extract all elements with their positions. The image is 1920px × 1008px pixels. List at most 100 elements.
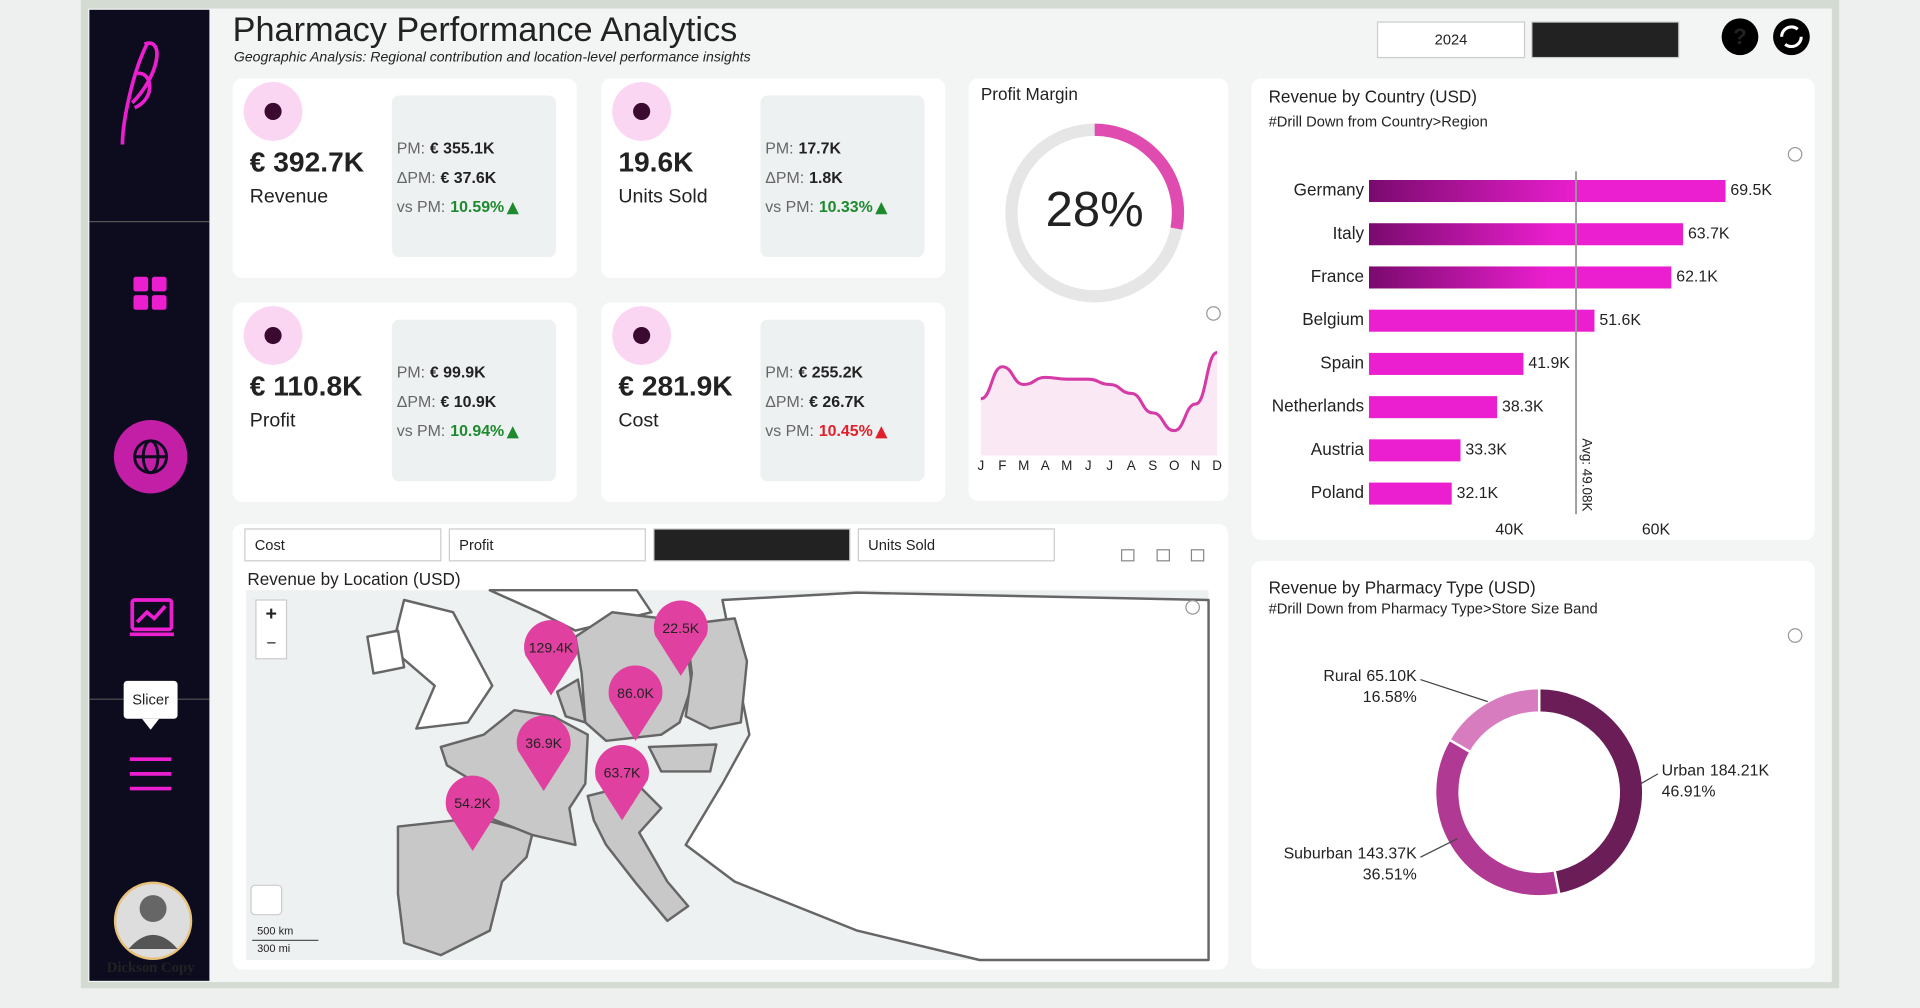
- kpi-line: vs PM: 10.33%: [765, 199, 872, 216]
- value-label: 38.3K: [1502, 398, 1544, 415]
- kpi-value: € 110.8K: [250, 371, 363, 402]
- zoom-control[interactable]: [255, 599, 288, 660]
- help-button[interactable]: [1721, 18, 1759, 56]
- year-button[interactable]: [1531, 21, 1680, 59]
- map-pin[interactable]: [653, 600, 708, 676]
- nav-trend[interactable]: [129, 598, 174, 637]
- donut-slice[interactable]: [1537, 686, 1645, 896]
- kpi-line-value: € 99.9K: [430, 365, 486, 382]
- kpi-line-value: 10.33%: [819, 199, 873, 216]
- user-name: Dickson Copy: [107, 960, 195, 976]
- category-label: Germany: [1294, 180, 1365, 200]
- nav-slicer[interactable]: [129, 757, 172, 791]
- slice-name: Rural: [1323, 668, 1361, 685]
- kpi-line-label: ΔPM:: [765, 394, 804, 411]
- donut-slice[interactable]: [1447, 686, 1541, 754]
- kpi-value: € 392.7K: [250, 147, 365, 178]
- nav-home[interactable]: [133, 276, 167, 310]
- kpi-line-label: vs PM:: [765, 199, 814, 216]
- bar[interactable]: [1368, 439, 1461, 462]
- bar[interactable]: [1368, 309, 1595, 332]
- help-icon: [1787, 146, 1803, 162]
- bar[interactable]: [1368, 223, 1684, 246]
- value-label: 32.1K: [1457, 485, 1499, 502]
- bar[interactable]: [1368, 482, 1452, 505]
- card-title: Profit Margin: [981, 84, 1078, 104]
- value-label: 41.9K: [1528, 355, 1570, 372]
- kpi-panel: [760, 95, 925, 258]
- kpi-line-value: € 26.7K: [809, 394, 865, 411]
- category-label: Netherlands: [1272, 396, 1364, 416]
- globe-icon: [133, 439, 169, 475]
- tooltip-tail: [142, 718, 160, 730]
- leader-line: [1420, 838, 1458, 858]
- kpi-label: Revenue: [250, 185, 328, 207]
- map-pin[interactable]: [595, 745, 649, 821]
- bar[interactable]: [1368, 352, 1524, 375]
- metric-label: Revenue: [664, 538, 723, 554]
- kpi-line: vs PM: 10.45%: [765, 423, 872, 440]
- scale-km: 500 km: [257, 926, 293, 938]
- metric-button[interactable]: [857, 528, 1055, 562]
- filter-icon[interactable]: [1121, 549, 1135, 562]
- zoom-in[interactable]: +: [266, 603, 277, 625]
- kpi-line: PM: € 255.2K: [765, 365, 863, 382]
- chart-title: Revenue by Country (USD): [1269, 86, 1477, 106]
- map-pin[interactable]: [516, 715, 571, 792]
- kpi-value: 19.6K: [618, 147, 694, 178]
- kpi-label: Cost: [618, 409, 659, 431]
- chart-subtitle: #Drill Down from Pharmacy Type>Store Siz…: [1269, 602, 1598, 618]
- help-icon: ?: [1733, 24, 1746, 49]
- kpi-line-value: € 355.1K: [430, 141, 495, 158]
- kpi-line-label: vs PM:: [397, 199, 446, 216]
- pin-label: 54.2K: [454, 795, 491, 811]
- kpi-line: vs PM: 10.94%: [397, 423, 504, 440]
- month-label: O: [1169, 458, 1179, 473]
- value-label: 69.5K: [1730, 182, 1772, 199]
- leader-line: [1420, 679, 1488, 703]
- metric-button[interactable]: [244, 528, 442, 562]
- kpi-label: Profit: [250, 409, 296, 431]
- help-icon: [1787, 628, 1803, 643]
- pin-label: 36.9K: [525, 735, 562, 751]
- kpi-icon: [633, 102, 651, 120]
- kpi-line-value: 1.8K: [809, 170, 843, 187]
- kpi-line: vs PM: 10.59%: [397, 199, 504, 216]
- leader-line: [1640, 773, 1659, 785]
- bar[interactable]: [1368, 396, 1498, 419]
- category-label: Belgium: [1302, 309, 1364, 329]
- kpi-label: Units Sold: [618, 185, 707, 207]
- bar[interactable]: [1368, 266, 1672, 289]
- slice-name: Suburban: [1284, 846, 1353, 863]
- kpi-line: PM: € 99.9K: [397, 365, 486, 382]
- kpi-line-label: vs PM:: [765, 423, 814, 440]
- zoom-out[interactable]: −: [266, 633, 276, 653]
- kpi-line: PM: 17.7K: [765, 141, 841, 158]
- map-pin[interactable]: [524, 620, 578, 696]
- trend-arrow: [875, 202, 888, 215]
- kpi-line-label: ΔPM:: [397, 394, 436, 411]
- refresh-button[interactable]: [1773, 18, 1810, 56]
- month-label: J: [1106, 458, 1113, 473]
- gauge-value: 28%: [1046, 183, 1144, 237]
- kpi-line-label: ΔPM:: [397, 170, 436, 187]
- year-button[interactable]: [1376, 21, 1526, 59]
- country: [684, 591, 1210, 962]
- pin-label: 63.7K: [604, 765, 641, 781]
- value-label: 62.1K: [1676, 269, 1718, 286]
- focus-icon[interactable]: [1156, 549, 1170, 562]
- kpi-line: ΔPM: 1.8K: [765, 170, 843, 187]
- bar[interactable]: [1368, 180, 1726, 203]
- kpi-line-value: 10.59%: [450, 199, 504, 216]
- metric-button[interactable]: [448, 528, 646, 562]
- lasso-button[interactable]: [250, 884, 283, 916]
- more-icon[interactable]: [1190, 549, 1205, 562]
- trend-arrow: [506, 426, 519, 439]
- map-pin[interactable]: [445, 775, 500, 852]
- metric-button[interactable]: [653, 528, 851, 562]
- country: [684, 617, 749, 730]
- map-pin[interactable]: [608, 665, 663, 741]
- kpi-panel: [391, 95, 556, 258]
- country: [366, 629, 406, 675]
